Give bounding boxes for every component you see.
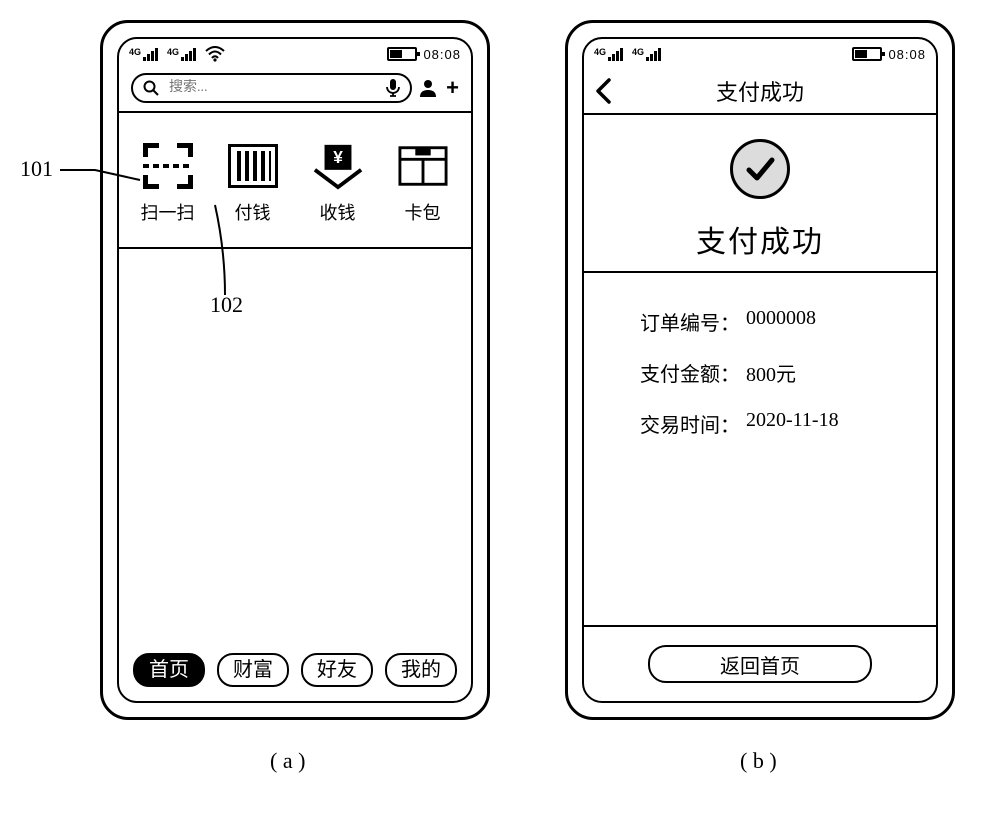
header-title: 支付成功 — [716, 75, 804, 107]
caption-a: ( a ) — [270, 748, 305, 774]
footer: 返回首页 — [584, 625, 936, 701]
signal-bars-icon — [646, 48, 664, 61]
action-collect[interactable]: ¥ 收钱 — [303, 143, 373, 225]
wifi-icon — [205, 46, 225, 62]
add-contact-button[interactable]: + — [420, 78, 459, 98]
time-label: 交易时间： — [640, 409, 740, 438]
action-scan-label: 扫一扫 — [141, 199, 195, 225]
figure-stage: 4G 4G 08:08 — [0, 0, 1000, 813]
status-bar: 4G 4G 08:08 — [119, 39, 471, 69]
return-home-button[interactable]: 返回首页 — [648, 645, 872, 683]
order-info-list: 订单编号： 0000008 支付金额： 800元 交易时间： 2020-11-1… — [584, 273, 936, 438]
status-bar: 4G 4G 08:08 — [584, 39, 936, 69]
amount-row: 支付金额： 800元 — [640, 358, 936, 387]
title-bar: 支付成功 — [584, 69, 936, 113]
amount-label: 支付金额： — [640, 358, 740, 387]
divider — [119, 247, 471, 249]
quick-actions-row: 扫一扫 付钱 ¥ — [119, 113, 471, 247]
screen-a: 4G 4G 08:08 — [117, 37, 473, 703]
status-right: 08:08 — [387, 47, 461, 62]
scan-icon — [143, 143, 193, 189]
signal-indicator-1: 4G — [594, 48, 626, 61]
tab-home[interactable]: 首页 — [133, 653, 205, 687]
action-pay[interactable]: 付钱 — [218, 143, 288, 225]
action-scan[interactable]: 扫一扫 — [133, 143, 203, 225]
action-collect-label: 收钱 — [320, 199, 356, 225]
person-icon — [420, 79, 442, 97]
success-title: 支付成功 — [584, 217, 936, 261]
action-cards[interactable]: 卡包 — [388, 143, 458, 225]
signal-indicator-1: 4G — [129, 48, 161, 61]
tab-friends[interactable]: 好友 — [301, 653, 373, 687]
barcode-icon — [228, 143, 278, 189]
status-right: 08:08 — [852, 47, 926, 62]
status-clock: 08:08 — [888, 47, 926, 62]
wallet-icon — [398, 143, 448, 189]
chevron-left-icon — [594, 78, 612, 104]
bottom-tabs: 首页 财富 好友 我的 — [119, 643, 471, 701]
search-input[interactable] — [167, 79, 378, 97]
signal-bars-icon — [143, 48, 161, 61]
caption-b: ( b ) — [740, 748, 777, 774]
signal-label-1: 4G — [594, 48, 606, 57]
time-row: 交易时间： 2020-11-18 — [640, 409, 936, 438]
action-cards-label: 卡包 — [405, 199, 441, 225]
tab-me[interactable]: 我的 — [385, 653, 457, 687]
success-checkmark-icon — [730, 139, 790, 199]
annotation-102: 102 — [210, 292, 243, 318]
order-number-label: 订单编号： — [640, 307, 740, 336]
amount-value: 800元 — [746, 358, 796, 387]
success-area: 支付成功 — [584, 115, 936, 271]
order-number-value: 0000008 — [746, 307, 816, 336]
plus-icon: + — [446, 78, 459, 98]
battery-icon — [387, 47, 417, 61]
mic-icon[interactable] — [386, 79, 400, 97]
search-box[interactable] — [131, 73, 412, 103]
tab-wealth[interactable]: 财富 — [217, 653, 289, 687]
search-icon — [143, 80, 159, 96]
status-left: 4G 4G — [129, 46, 225, 62]
phone-frame-a: 4G 4G 08:08 — [100, 20, 490, 720]
status-left: 4G 4G — [594, 48, 664, 61]
signal-indicator-2: 4G — [632, 48, 664, 61]
signal-label-1: 4G — [129, 48, 141, 57]
signal-bars-icon — [608, 48, 626, 61]
action-pay-label: 付钱 — [235, 199, 271, 225]
back-button[interactable] — [594, 78, 612, 104]
time-value: 2020-11-18 — [746, 409, 839, 438]
phone-frame-b: 4G 4G 08:08 支付成功 — [565, 20, 955, 720]
search-row: + — [119, 69, 471, 111]
signal-bars-icon — [181, 48, 199, 61]
order-number-row: 订单编号： 0000008 — [640, 307, 936, 336]
annotation-101: 101 — [20, 156, 53, 182]
status-clock: 08:08 — [423, 47, 461, 62]
collect-icon: ¥ — [313, 143, 363, 189]
battery-icon — [852, 47, 882, 61]
screen-b: 4G 4G 08:08 支付成功 — [582, 37, 938, 703]
signal-label-2: 4G — [632, 48, 644, 57]
signal-label-2: 4G — [167, 48, 179, 57]
signal-indicator-2: 4G — [167, 48, 199, 61]
svg-text:¥: ¥ — [333, 147, 343, 167]
